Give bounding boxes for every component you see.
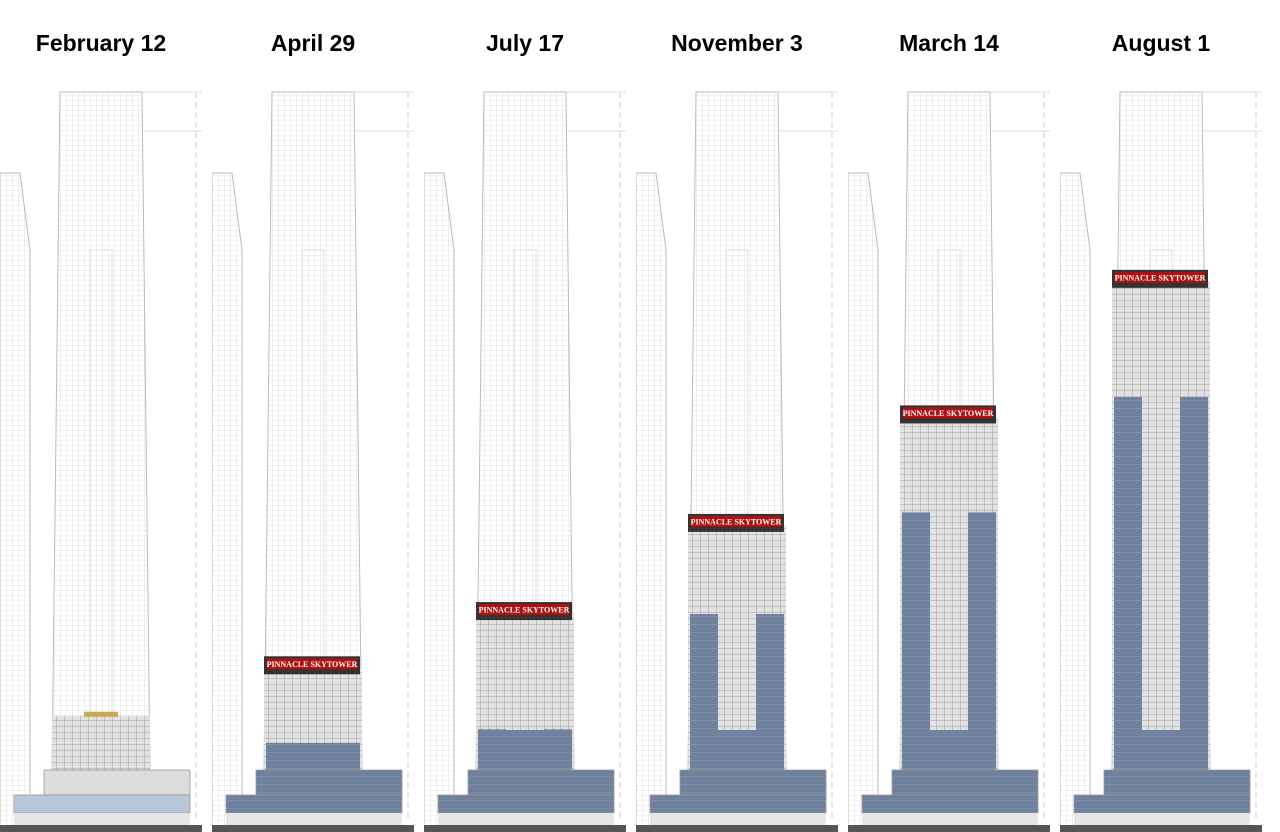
cladding-left	[902, 512, 930, 770]
sign-text: PINNACLE SKYTOWER	[903, 409, 994, 418]
tower-elevation: PINNACLE SKYTOWER	[424, 91, 626, 832]
podium-upper	[43, 769, 191, 796]
tower-sign: PINNACLE SKYTOWER	[1112, 269, 1208, 288]
panel-3: July 17 PINNACLE SKYTOWER	[424, 0, 636, 832]
panel-2: April 29 PINNACLE SKYTOWER	[212, 0, 424, 832]
cladding-base	[902, 730, 996, 770]
ground-line	[0, 825, 202, 832]
built-structure	[52, 715, 150, 770]
panel-5: March 14 PINNACLE SKYTOWER	[848, 0, 1060, 832]
panel-date: April 29	[270, 30, 356, 56]
tower-sign: PINNACLE SKYTOWER	[476, 602, 572, 621]
cladding-left	[1114, 397, 1142, 770]
panel-1: February 12	[0, 0, 212, 832]
tower-sign: PINNACLE SKYTOWER	[264, 656, 360, 675]
tower-elevation	[0, 91, 202, 832]
panel-6: August 1 PINNACLE SKYTOWER	[1060, 0, 1272, 832]
cladding-base	[690, 730, 784, 770]
podium-lower	[861, 794, 1039, 814]
neighbor-building	[636, 172, 667, 831]
panel-date: July 17	[486, 30, 564, 56]
ground-line	[848, 825, 1050, 832]
cladding-right	[1180, 397, 1208, 770]
panel-date: March 14	[899, 30, 999, 56]
podium-upper	[467, 769, 615, 796]
neighbor-building	[848, 172, 879, 831]
podium-ground-floor	[14, 813, 190, 825]
neighbor-building	[0, 172, 31, 831]
tower-elevation: PINNACLE SKYTOWER	[1060, 91, 1262, 832]
podium-upper	[255, 769, 403, 796]
sign-text: PINNACLE SKYTOWER	[479, 606, 570, 615]
tower-elevation: PINNACLE SKYTOWER	[212, 91, 414, 832]
ground-line	[424, 825, 626, 832]
neighbor-building	[212, 172, 243, 831]
ground-line	[1060, 825, 1262, 832]
podium-ground-floor	[650, 813, 826, 825]
cladding-base	[478, 730, 572, 770]
podium-lower	[13, 794, 191, 814]
podium-ground-floor	[862, 813, 1038, 825]
cladding-base	[1114, 730, 1208, 770]
ground-line	[636, 825, 838, 832]
sign-text: PINNACLE SKYTOWER	[691, 517, 782, 526]
ground-line	[212, 825, 414, 832]
podium-ground-floor	[226, 813, 402, 825]
sign-text: PINNACLE SKYTOWER	[267, 660, 358, 669]
podium-upper	[1103, 769, 1251, 796]
podium-ground-floor	[438, 813, 614, 825]
tower-elevation: PINNACLE SKYTOWER	[848, 91, 1050, 832]
panel-date: August 1	[1111, 30, 1211, 56]
crown-element	[84, 711, 118, 717]
panel-4: November 3 PINNACLE SKYTOWER	[636, 0, 848, 832]
neighbor-building	[424, 172, 455, 831]
panel-date: November 3	[671, 30, 803, 56]
podium-upper	[891, 769, 1039, 796]
podium-lower	[225, 794, 403, 814]
tower-sign: PINNACLE SKYTOWER	[900, 405, 996, 424]
neighbor-building	[1060, 172, 1091, 831]
podium-ground-floor	[1074, 813, 1250, 825]
podium-lower	[437, 794, 615, 814]
podium-lower	[649, 794, 827, 814]
tower-sign: PINNACLE SKYTOWER	[688, 513, 784, 532]
tower-elevation: PINNACLE SKYTOWER	[636, 91, 838, 832]
cladding-right	[968, 512, 996, 770]
sign-text: PINNACLE SKYTOWER	[1115, 273, 1206, 282]
tower-outline	[51, 91, 151, 771]
podium-lower	[1073, 794, 1251, 814]
cladding-base	[266, 742, 360, 770]
panel-date: February 12	[35, 30, 167, 56]
podium-upper	[679, 769, 827, 796]
